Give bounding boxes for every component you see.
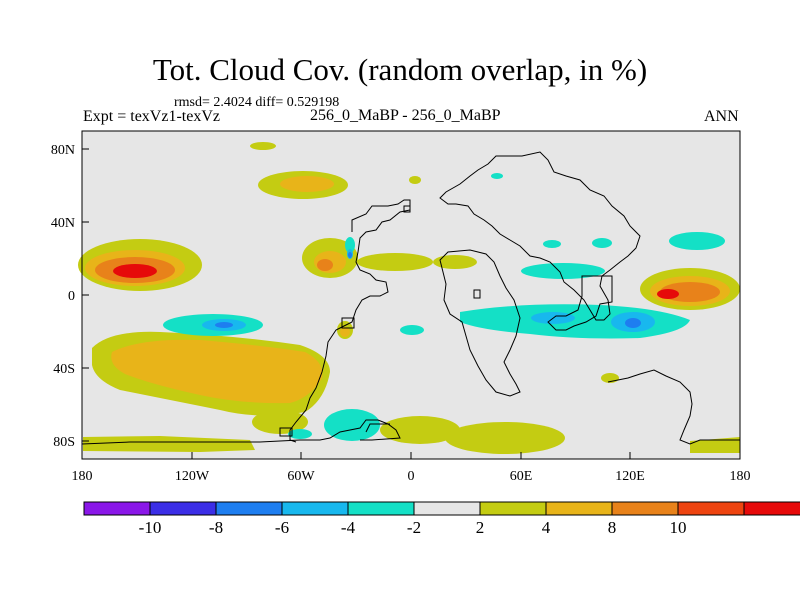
colorbar-label: -8 — [209, 518, 223, 537]
anomaly-fields — [78, 142, 740, 454]
colorbar-box — [281, 501, 349, 516]
y-tick-label: 80N — [51, 143, 75, 158]
colorbar-box — [413, 501, 481, 516]
y-tick-label: 40N — [51, 216, 75, 231]
colorbar-label: 4 — [542, 518, 551, 537]
negative-anomaly-large — [215, 252, 641, 328]
plot-title: Tot. Cloud Cov. (random overlap, in %) — [152, 52, 648, 87]
colorbar-box — [677, 501, 745, 516]
experiment-label: Expt = texVz1-texVz — [83, 108, 220, 125]
colorbar-label: -10 — [139, 518, 162, 537]
stats-label: rmsd= 2.4024 diff= 0.529198 — [174, 95, 340, 110]
colorbar-box — [743, 501, 800, 516]
colorbar-box — [215, 501, 283, 516]
coastlines — [81, 151, 740, 445]
colorbar-box — [479, 501, 547, 516]
colorbar-label: 2 — [476, 518, 485, 537]
colorbar-box — [611, 501, 679, 516]
x-tick-label: 180 — [730, 469, 751, 484]
y-tick-label: 40S — [53, 362, 75, 377]
x-tick-label: 60E — [510, 469, 533, 484]
colorbar — [83, 501, 800, 516]
x-tick-label: 120W — [175, 469, 210, 484]
colorbar-label: -6 — [275, 518, 289, 537]
x-tick-label: 180 — [72, 469, 93, 484]
season-label: ANN — [704, 108, 739, 125]
x-tick-label: 0 — [408, 469, 415, 484]
x-tick-label: 60W — [287, 469, 315, 484]
colorbar-box — [149, 501, 217, 516]
colorbar-box — [83, 501, 151, 516]
colorbar-label: 8 — [608, 518, 617, 537]
y-axis-ticks — [82, 148, 89, 442]
colorbar-box — [545, 501, 613, 516]
x-axis-ticks — [81, 452, 741, 459]
colorbar-label: -2 — [407, 518, 421, 537]
case-label: 256_0_MaBP - 256_0_MaBP — [310, 107, 501, 124]
positive-anomaly-extreme — [113, 264, 679, 299]
colorbar-box — [347, 501, 415, 516]
colorbar-label: 10 — [670, 518, 687, 537]
colorbar-label: -4 — [341, 518, 356, 537]
y-tick-label: 80S — [53, 435, 75, 450]
y-tick-label: 0 — [68, 289, 75, 304]
x-tick-label: 120E — [615, 469, 645, 484]
